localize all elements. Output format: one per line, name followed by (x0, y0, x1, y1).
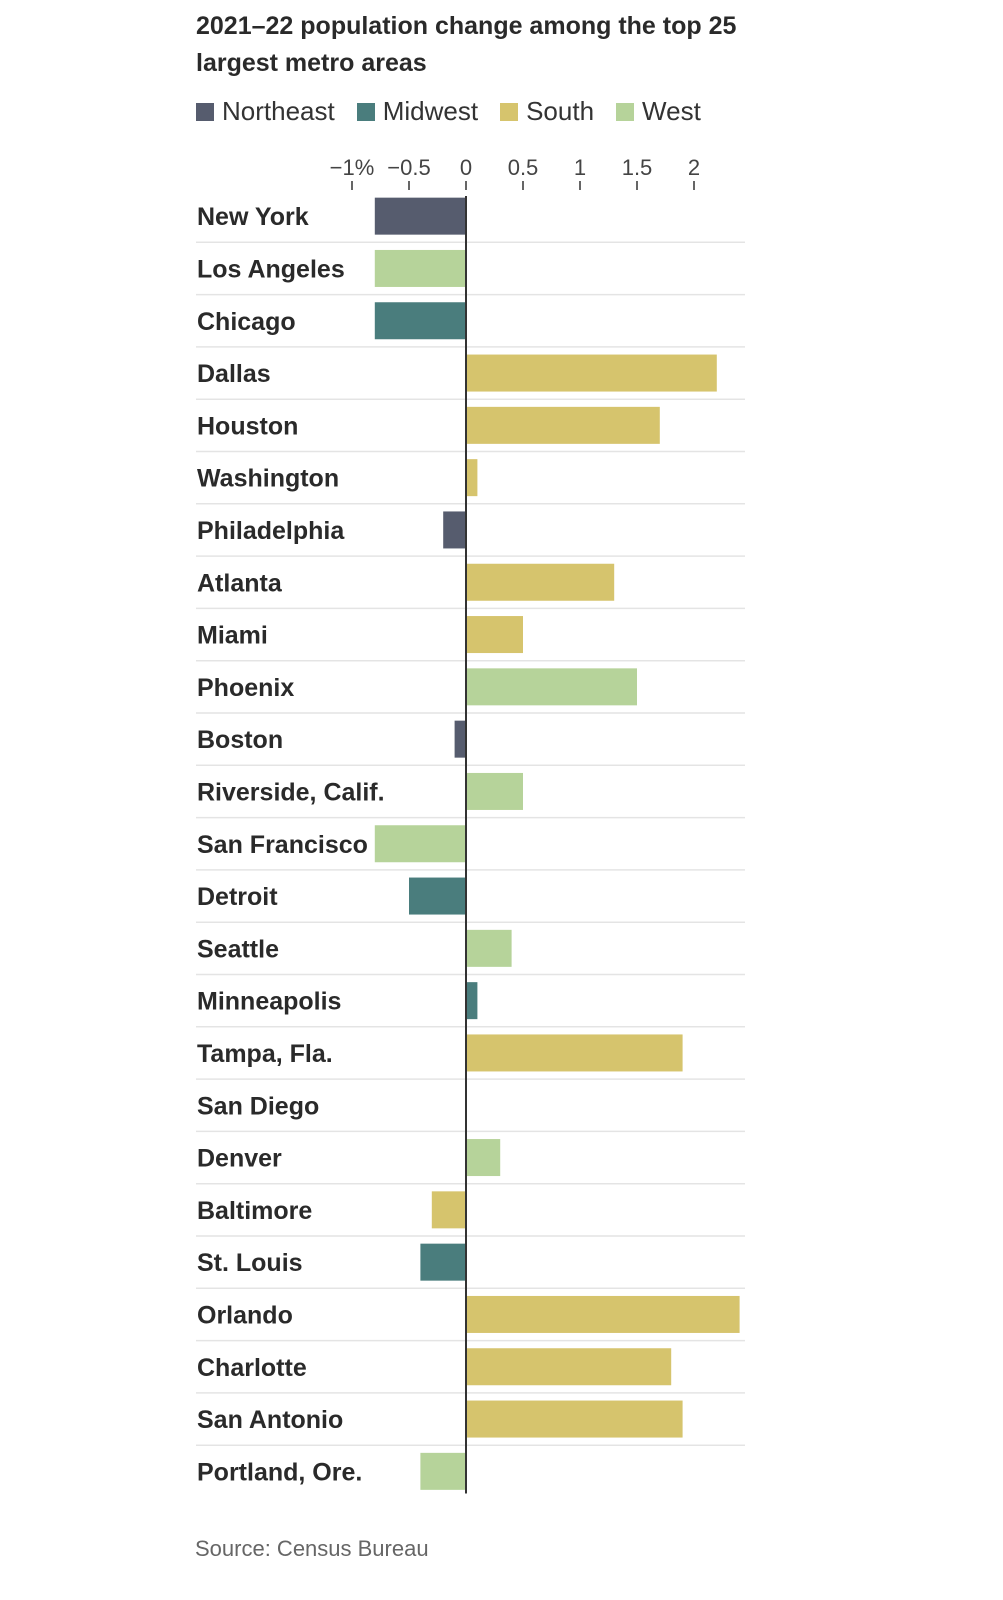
bar (466, 1400, 683, 1438)
category-label: Los Angeles (197, 255, 345, 283)
category-label: New York (197, 203, 309, 231)
legend-swatch (616, 102, 635, 121)
x-tick-label: 0.5 (508, 155, 539, 180)
bar (374, 249, 466, 287)
bar (466, 459, 478, 497)
category-label: Philadelphia (197, 517, 345, 545)
bar (466, 563, 615, 601)
bar (374, 825, 466, 863)
bar (374, 302, 466, 340)
bar (431, 1191, 466, 1229)
bar (466, 929, 512, 967)
category-label: Miami (197, 622, 268, 650)
bar (443, 511, 466, 549)
category-label: Washington (197, 465, 339, 493)
category-label: Orlando (197, 1301, 293, 1329)
x-tick-label: 0 (460, 155, 472, 180)
bar (420, 1452, 466, 1490)
category-label: Dallas (197, 360, 271, 388)
legend-item-west: West (616, 96, 701, 127)
category-label: San Diego (197, 1092, 319, 1120)
bar (466, 616, 523, 654)
category-label: Boston (197, 726, 283, 754)
x-tick-label: 1.5 (622, 155, 653, 180)
category-label: Riverside, Calif. (197, 778, 385, 806)
category-label: Charlotte (197, 1354, 307, 1382)
legend-item-midwest: Midwest (356, 96, 479, 127)
chart-title: 2021–22 population change among the top … (196, 12, 737, 77)
legend: Northeast Midwest South West (196, 96, 723, 127)
bar (466, 1034, 683, 1072)
bar (466, 406, 660, 444)
category-label: St. Louis (197, 1249, 303, 1277)
bar (466, 1295, 740, 1333)
category-label: Baltimore (197, 1197, 312, 1225)
category-label: Detroit (197, 883, 278, 911)
category-label: San Antonio (197, 1406, 343, 1434)
category-label: Houston (197, 412, 298, 440)
category-label: Denver (197, 1145, 282, 1173)
bar (374, 197, 466, 235)
source-note: Source: Census Bureau (195, 1536, 429, 1561)
category-label: Phoenix (197, 674, 294, 702)
x-tick-label: −0.5 (387, 155, 430, 180)
bar (466, 772, 523, 810)
legend-swatch (500, 102, 519, 121)
bar (466, 1348, 672, 1386)
category-label: Atlanta (197, 569, 283, 597)
x-tick-label: 2 (688, 155, 700, 180)
bar (466, 982, 478, 1020)
bar (409, 877, 466, 915)
category-label: Seattle (197, 935, 279, 963)
legend-label: West (642, 96, 701, 126)
bar (466, 354, 717, 392)
bar (466, 668, 637, 706)
bar (466, 1139, 501, 1177)
legend-label: Northeast (222, 96, 335, 126)
legend-label: South (526, 96, 595, 126)
legend-swatch (356, 102, 375, 121)
legend-item-northeast: Northeast (196, 96, 335, 127)
legend-item-south: South (500, 96, 594, 127)
x-tick-label: 1 (574, 155, 586, 180)
category-label: San Francisco (197, 831, 368, 859)
x-tick-label: −1% (330, 155, 375, 180)
legend-label: Midwest (382, 96, 479, 126)
bar (454, 720, 466, 758)
category-label: Tampa, Fla. (197, 1040, 333, 1068)
category-label: Chicago (197, 308, 296, 336)
category-label: Minneapolis (197, 988, 341, 1016)
category-label: Portland, Ore. (197, 1458, 362, 1486)
bar (420, 1243, 466, 1281)
legend-swatch (196, 102, 214, 121)
